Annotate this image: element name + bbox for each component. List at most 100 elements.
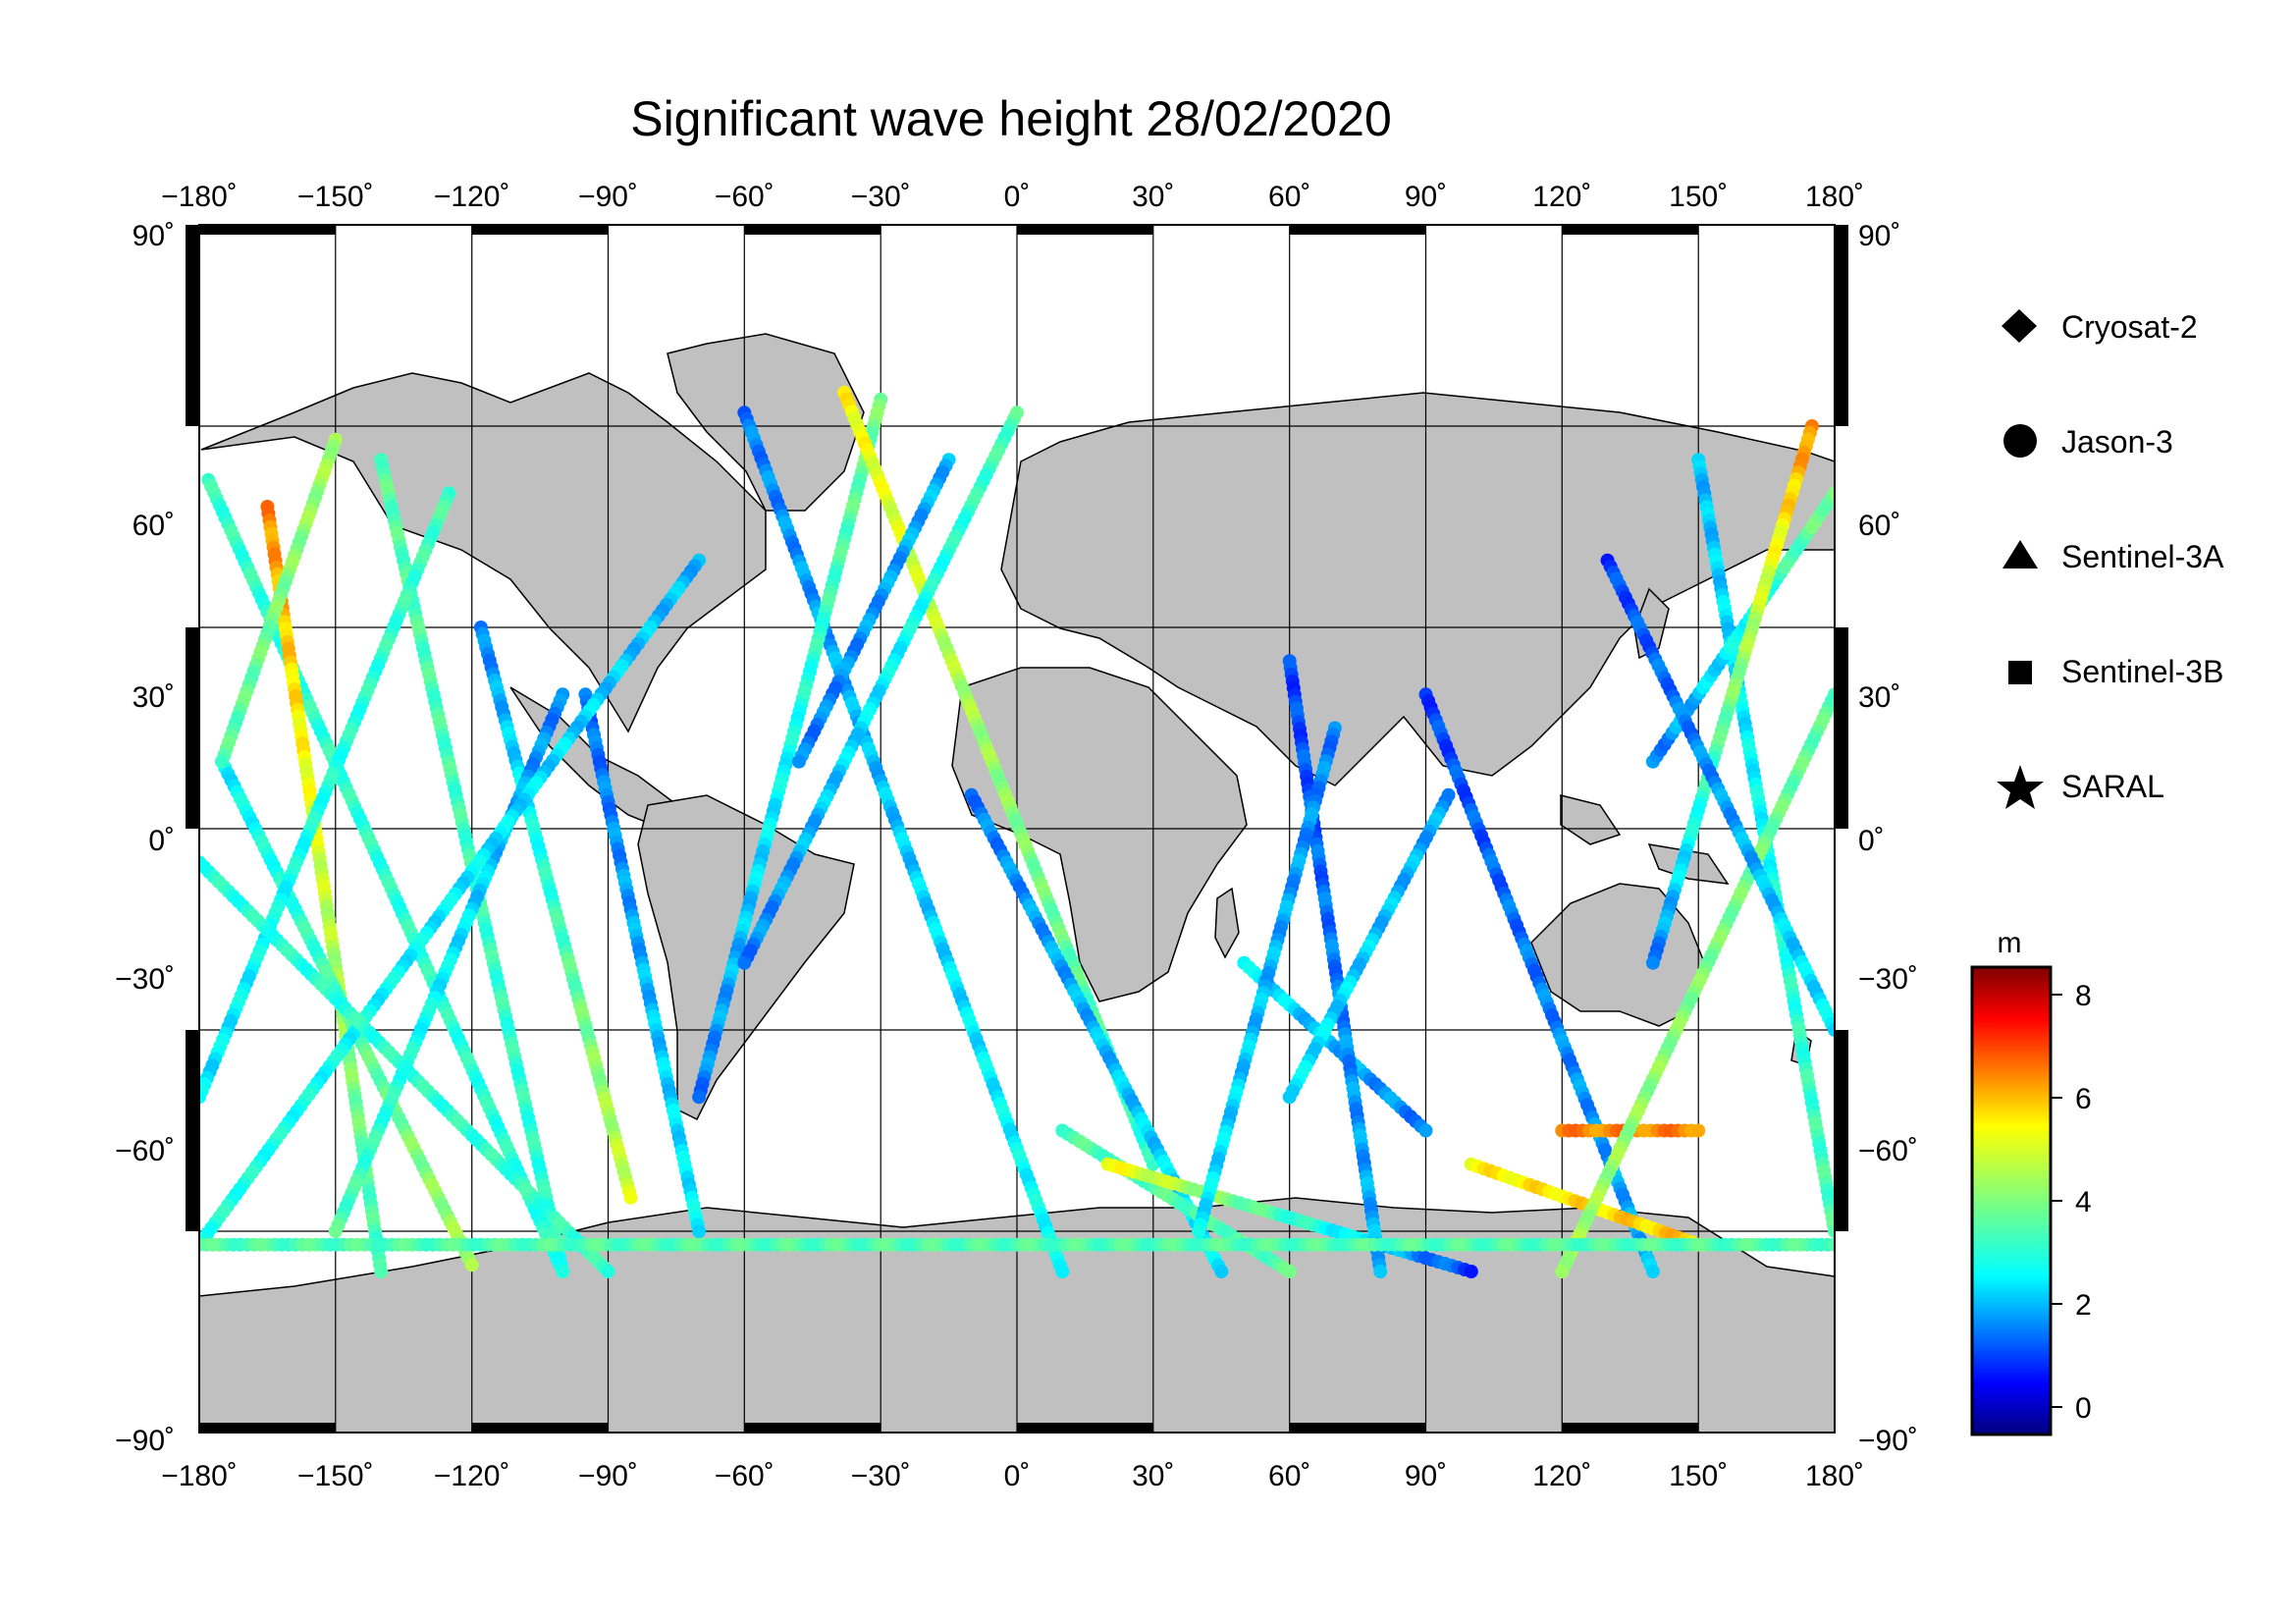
colorbar-unit-label: m [1998,927,2022,959]
diamond-marker-icon [2002,309,2037,343]
greenland-land [667,333,865,512]
track-point [791,754,806,769]
track-point [1418,1123,1433,1138]
track-point [1645,1265,1660,1278]
colorbar-tick-marks [2051,994,2062,1408]
track-point [1055,1265,1070,1278]
lat-tick-label: 60˚ [133,510,175,542]
track-point [1555,1265,1570,1278]
lon-tick-label: −180˚ [161,181,238,213]
lon-tick-label: −150˚ [297,1460,374,1492]
lon-tick-label: 60˚ [1268,181,1310,213]
lon-tick-label: 60˚ [1268,1460,1310,1492]
colorbar: m 8 6 4 2 0 [1970,927,2092,1436]
madagascar-land [1214,887,1240,959]
colorbar-tick-label: 6 [2075,1083,2092,1115]
track-point [692,1224,707,1238]
track-point [1828,486,1835,501]
lat-tick-label: −90˚ [115,1425,175,1457]
lat-tick-label: 30˚ [1858,681,1900,714]
colorbar-tick-label: 0 [2075,1392,2092,1425]
track-point [1645,955,1660,970]
lon-axis-top: −180˚ −150˚ −120˚ −90˚ −60˚ −30˚ 0˚ 30˚ … [161,181,1864,213]
track-point [199,1090,206,1105]
colorbar-tick-label: 4 [2075,1186,2092,1218]
track-point [374,1265,389,1278]
legend-label-cryosat: Cryosat-2 [2061,309,2198,345]
lon-tick-label: 180˚ [1805,1460,1864,1492]
north-america-land [200,372,767,733]
track-point [623,1190,638,1205]
circle-marker-icon [2003,424,2037,458]
track-point [1192,1224,1206,1238]
lon-tick-label: −180˚ [161,1460,238,1492]
lon-tick-label: −90˚ [578,1460,638,1492]
lon-tick-label: 150˚ [1669,181,1728,213]
lon-tick-label: 90˚ [1405,181,1447,213]
lon-tick-label: 150˚ [1669,1460,1728,1492]
track-point [328,1224,343,1238]
track-point [1828,1023,1835,1037]
lon-tick-label: 120˚ [1532,181,1591,213]
lat-tick-label: −90˚ [1858,1425,1918,1457]
lat-tick-label: 90˚ [1858,220,1900,252]
lat-tick-label: 0˚ [148,825,175,857]
track-point [464,1258,479,1272]
colorbar-tick-label: 2 [2075,1289,2092,1322]
lon-tick-label: −30˚ [851,181,911,213]
legend-label-jason: Jason-3 [2061,424,2173,460]
lat-axis-right: 90˚ 60˚ 30˚ 0˚ −30˚ −60˚ −90˚ [1858,220,1918,1457]
lat-tick-label: 90˚ [133,220,175,252]
track-point [601,1265,615,1278]
lon-tick-label: 120˚ [1532,1460,1591,1492]
track-point [692,1090,707,1105]
lat-axis-left: 90˚ 60˚ 30˚ 0˚ −30˚ −60˚ −90˚ [115,220,175,1457]
track-point [1691,1123,1706,1138]
track-point [215,754,230,769]
lat-tick-label: 0˚ [1858,825,1885,857]
lon-tick-label: 90˚ [1405,1460,1447,1492]
track-point [556,1265,570,1278]
colorbar-tick-label: 8 [2075,980,2092,1012]
satellite-legend: Cryosat-2 Jason-3 Sentinel-3A Sentinel-3… [1997,309,2224,809]
lon-tick-label: 30˚ [1132,181,1174,213]
lat-tick-label: −30˚ [1858,963,1918,996]
map-title: Significant wave height 28/02/2020 [630,91,1392,146]
lon-tick-label: −150˚ [297,181,374,213]
lon-tick-label: 30˚ [1132,1460,1174,1492]
lon-tick-label: 0˚ [1004,1460,1031,1492]
legend-label-saral: SARAL [2061,769,2164,804]
lon-tick-label: −90˚ [578,181,638,213]
square-marker-icon [2008,661,2032,684]
track-point [1282,1090,1297,1105]
triangle-marker-icon [2002,540,2038,568]
legend-label-sentinel-3a: Sentinel-3A [2061,539,2224,574]
lon-axis-bottom: −180˚ −150˚ −120˚ −90˚ −60˚ −30˚ 0˚ 30˚ … [161,1460,1864,1492]
lat-tick-label: −60˚ [115,1135,175,1167]
lon-tick-label: −60˚ [715,181,774,213]
track-point [1464,1265,1478,1278]
track-point [1373,1265,1388,1278]
legend-label-sentinel-3b: Sentinel-3B [2061,654,2223,689]
star-marker-icon [1997,765,2044,809]
track-point [1828,1237,1835,1252]
track-point [1282,1265,1297,1278]
wave-height-tracks [199,385,1835,1278]
lat-tick-label: 30˚ [133,681,175,714]
map-border-checker [186,225,1848,1433]
colorbar-ramp [1970,965,2053,1436]
europe-asia-land [1000,392,1835,786]
track-point [1214,1265,1229,1278]
lat-tick-label: −30˚ [115,963,175,996]
lat-tick-label: 60˚ [1858,510,1900,542]
lon-tick-label: 180˚ [1805,181,1864,213]
lon-tick-label: −120˚ [434,1460,510,1492]
lon-tick-label: −30˚ [851,1460,911,1492]
lon-tick-label: 0˚ [1004,181,1031,213]
lat-tick-label: −60˚ [1858,1135,1918,1167]
lon-tick-label: −120˚ [434,181,510,213]
lon-tick-label: −60˚ [715,1460,774,1492]
track-point [1828,1224,1835,1238]
track-point [737,955,752,970]
